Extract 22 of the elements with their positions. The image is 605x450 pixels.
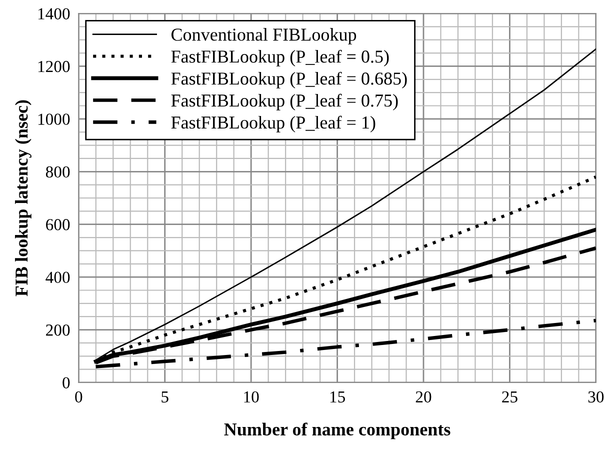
x-tick-label: 15	[330, 391, 345, 403]
legend-label: FastFIBLookup (P_leaf = 0.685)	[171, 72, 407, 88]
x-tick-label: 25	[502, 391, 518, 403]
legend-label: FastFIBLookup (P_leaf = 0.5)	[171, 50, 389, 66]
y-tick-label: 0	[62, 377, 70, 388]
x-tick-label: 10	[244, 391, 259, 403]
y-tick-label: 400	[46, 272, 70, 284]
x-tick-label: 5	[162, 391, 168, 403]
y-tick-label: 600	[46, 219, 70, 230]
x-tick-label: 0	[75, 391, 82, 403]
y-tick-label: 1000	[38, 114, 70, 125]
legend-label: FastFIBLookup (P_leaf = 0.75)	[171, 94, 398, 110]
y-tick-label: 200	[46, 324, 70, 336]
x-tick-label: 20	[416, 391, 432, 403]
legend-label: FastFIBLookup (P_leaf = 1)	[171, 116, 376, 132]
x-axis-title: Number of name components	[224, 422, 450, 440]
x-tick-label: 30	[588, 391, 604, 403]
legend-label: Conventional FIBLookup	[171, 28, 356, 44]
y-tick-label: 1400	[38, 8, 70, 20]
y-tick-label: 1200	[38, 60, 70, 72]
y-axis-title: FIB lookup latency (nsec)	[15, 100, 32, 296]
y-tick-label: 800	[46, 166, 70, 178]
